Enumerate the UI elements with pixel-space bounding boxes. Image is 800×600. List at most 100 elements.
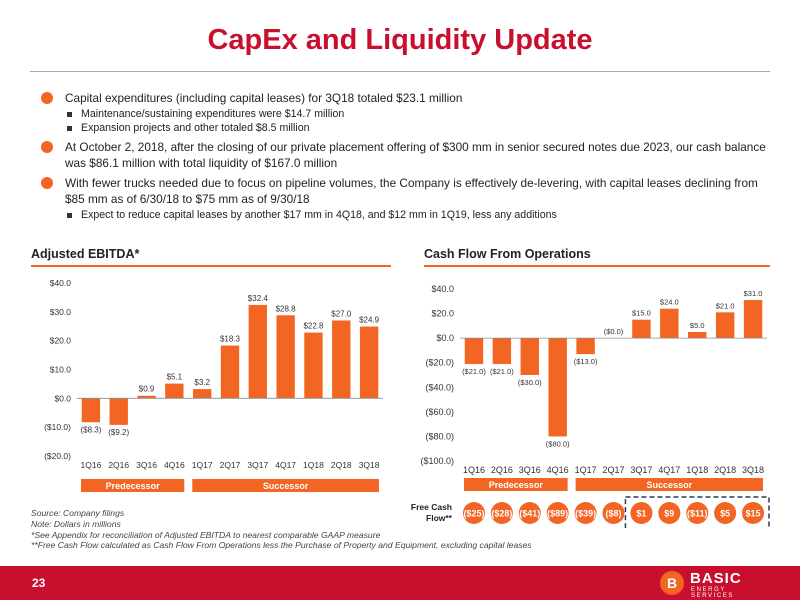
bullet-item: At October 2, 2018, after the closing of…: [40, 139, 780, 171]
y-tick-label: ($100.0): [420, 456, 454, 466]
fcf-value: $9: [664, 509, 674, 519]
data-label: $31.0: [744, 289, 763, 298]
fcf-badge: [574, 502, 597, 524]
bullet-text: Capital expenditures (including capital …: [65, 91, 463, 105]
bar: [109, 398, 128, 425]
data-label: ($21.0): [490, 367, 514, 376]
period-bar: [192, 479, 379, 492]
fcf-badge: [518, 502, 541, 524]
fcf-value: ($11): [687, 509, 708, 519]
bar: [220, 345, 240, 399]
fcf-value: ($89): [547, 509, 568, 519]
x-tick-label: 1Q17: [575, 465, 597, 475]
bar: [137, 395, 156, 399]
x-tick-label: 2Q18: [331, 460, 352, 470]
x-tick-label: 1Q18: [686, 465, 708, 475]
bar: [548, 338, 567, 437]
data-label: $27.0: [331, 309, 352, 318]
fcf-value: $15: [746, 509, 761, 519]
ebitda-title-rule: [31, 265, 391, 267]
data-label: $22.8: [303, 322, 324, 331]
title-divider: [30, 71, 770, 72]
x-tick-label: 2Q18: [714, 465, 736, 475]
bar: [81, 398, 101, 423]
bar: [688, 332, 707, 339]
x-tick-label: 3Q16: [519, 465, 541, 475]
data-label: ($8.3): [80, 425, 101, 434]
bar: [464, 338, 484, 364]
sub-bullet-item: Maintenance/sustaining expenditures were…: [65, 107, 780, 121]
y-tick-label: $40.0: [431, 284, 454, 294]
page-number: 23: [32, 576, 46, 590]
data-label: $24.9: [359, 316, 380, 325]
bullet-dot-icon: [41, 92, 53, 104]
footnotes: Source: Company filings Note: Dollars in …: [31, 508, 532, 551]
cfo-chart: ($100.0) ($80.0) ($60.0) ($40.0) ($20.0) $0.0…: [411, 284, 770, 528]
data-label: $32.4: [248, 294, 269, 303]
x-tick-label: 3Q17: [247, 460, 268, 470]
x-tick-label: 1Q16: [81, 460, 102, 470]
fcf-value: $1: [636, 509, 646, 519]
period-label: Successor: [647, 480, 693, 490]
bullet-item: With fewer trucks needed due to focus on…: [40, 175, 780, 222]
y-tick-label: ($20.0): [44, 451, 71, 461]
fcf-badge: [658, 502, 681, 524]
period-label: Predecessor: [489, 480, 544, 490]
bar: [492, 338, 512, 364]
x-tick-label: 1Q16: [463, 465, 485, 475]
page-title: CapEx and Liquidity Update: [207, 24, 593, 56]
x-tick-label: 1Q18: [303, 460, 324, 470]
y-tick-label: $40.0: [50, 278, 72, 288]
data-label: ($9.2): [108, 428, 129, 437]
y-tick-label: $20.0: [431, 309, 454, 319]
fcf-value: ($28): [491, 509, 512, 519]
fcf-badge: [462, 502, 485, 524]
fcf-badge: [742, 502, 765, 524]
fcf-value: $5: [720, 509, 730, 519]
square-bullet-icon: [67, 112, 72, 117]
y-tick-label: $0.0: [436, 333, 454, 343]
bar: [576, 338, 595, 355]
x-tick-label: 3Q17: [630, 465, 652, 475]
fcf-value: ($8): [605, 509, 621, 519]
y-tick-label: $20.0: [50, 336, 72, 346]
x-tick-label: 2Q17: [220, 460, 241, 470]
fcf-value: ($41): [519, 509, 540, 519]
sub-bullet-text: Expect to reduce capital leases by anoth…: [81, 209, 557, 221]
fcf-value: ($39): [575, 509, 596, 519]
fcf-badge: [602, 502, 625, 524]
bullet-item: Capital expenditures (including capital …: [40, 90, 780, 135]
bar: [715, 312, 735, 339]
bar: [660, 308, 679, 339]
y-tick-label: $30.0: [50, 307, 72, 317]
period-label: Successor: [263, 481, 309, 491]
fcf-label-line: Flow**: [426, 513, 453, 523]
bullet-text: With fewer trucks needed due to focus on…: [65, 176, 758, 206]
bar: [520, 338, 539, 375]
fcf-badge: [686, 502, 709, 524]
bullet-text: At October 2, 2018, after the closing of…: [65, 140, 766, 170]
bar: [743, 300, 763, 339]
data-label: ($0.0): [604, 327, 624, 336]
y-tick-label: ($80.0): [425, 431, 454, 441]
data-label: $5.1: [167, 373, 183, 382]
y-tick-label: $0.0: [54, 393, 71, 403]
bar: [165, 383, 184, 399]
x-tick-label: 4Q17: [275, 460, 296, 470]
logo-name: BASIC: [690, 570, 742, 587]
y-tick-label: ($10.0): [44, 422, 71, 432]
bullet-dot-icon: [41, 177, 53, 189]
logo-mark-icon: B: [660, 571, 684, 595]
sub-bullet-text: Expansion projects and other totaled $8.…: [81, 122, 310, 134]
bar: [632, 319, 651, 339]
data-label: $21.0: [716, 301, 735, 310]
bar: [193, 389, 212, 399]
period-bar: [464, 478, 568, 491]
data-label: $28.8: [276, 304, 297, 313]
ebitda-chart: ($20.0) ($10.0) $0.0 $10.0 $20.0 $30.0 $40.0 ($…: [44, 278, 383, 492]
sub-bullet-text: Maintenance/sustaining expenditures were…: [81, 108, 345, 120]
fcf-value: ($25): [463, 509, 484, 519]
footnote-line: **Free Cash Flow calculated as Cash Flow…: [31, 540, 532, 551]
x-tick-label: 4Q16: [164, 460, 185, 470]
data-label: ($80.0): [546, 439, 570, 448]
